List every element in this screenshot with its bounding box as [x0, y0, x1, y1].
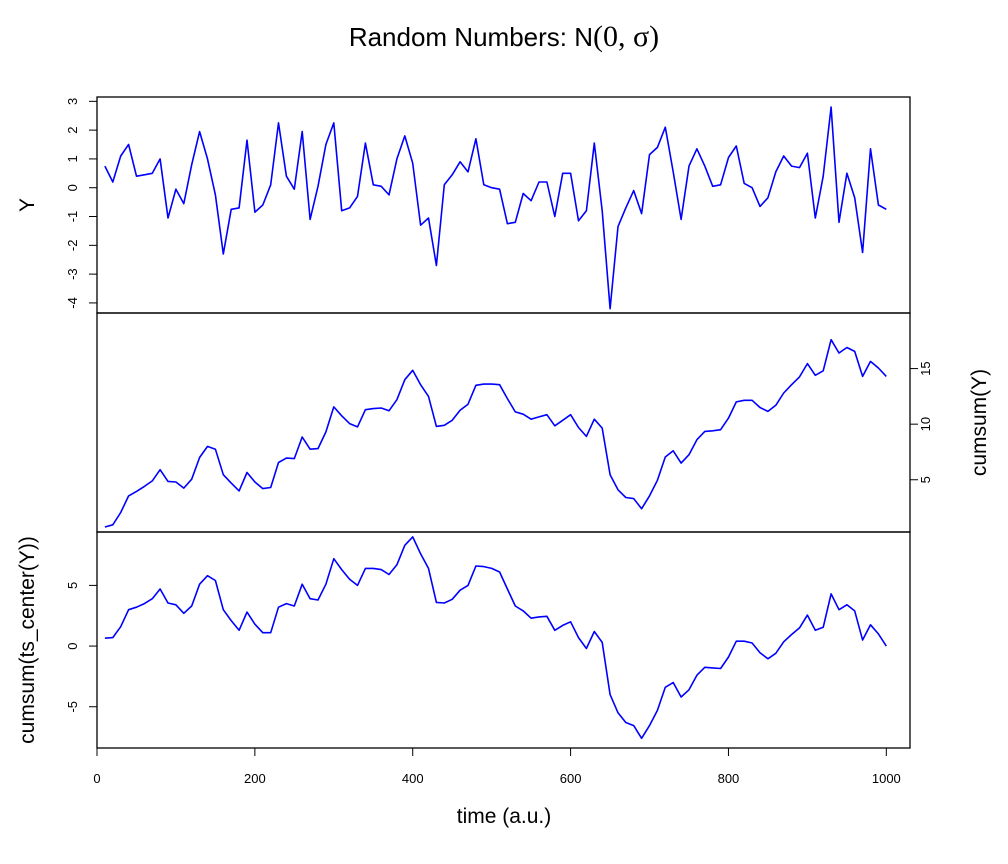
x-tick-label: 0	[93, 771, 100, 786]
y-tick-label: -2	[65, 240, 80, 252]
x-axis-label: time (a.u.)	[457, 805, 552, 828]
y-tick-label: -4	[65, 297, 80, 309]
x-tick-label: 800	[718, 771, 740, 786]
y-axis-label: cumsum(Y)	[968, 369, 991, 476]
x-tick-label: 1000	[872, 771, 901, 786]
chart-title-prefix: Random Numbers: N	[349, 22, 593, 52]
y-axis-3: -5 0 5	[65, 582, 98, 713]
chart-title: Random Numbers: N(0, σ)	[349, 20, 659, 53]
x-tick-label: 200	[244, 771, 266, 786]
x-tick-label: 400	[402, 771, 424, 786]
y-tick-label: 0	[65, 642, 80, 649]
y-tick-label: 2	[65, 127, 80, 134]
plot-panels: -4 -3 -2 -1 0 1 2 3 Y 5 10 15 cumsum(Y) -5 0 5 cumsum(ts…	[16, 96, 991, 749]
y-tick-label: 5	[918, 476, 933, 483]
y-tick-label: 15	[918, 361, 933, 375]
y-tick-label: -5	[65, 701, 80, 713]
y-axis-1: -4 -3 -2 -1 0 1 2 3	[65, 98, 98, 309]
y-axis-label: Y	[16, 198, 39, 212]
y-tick-label: 1	[65, 155, 80, 162]
series-line	[104, 106, 887, 310]
x-axis: 0 200 400 600 800 1000	[93, 747, 901, 786]
chart-title-math: (0, σ)	[593, 20, 659, 53]
panel-2: 5 10 15 cumsum(Y)	[96, 312, 991, 533]
y-tick-label: -3	[65, 268, 80, 280]
series-line	[104, 338, 887, 528]
y-axis-2: 5 10 15	[909, 361, 933, 483]
y-tick-label: 5	[65, 582, 80, 589]
y-axis-label: cumsum(ts_center(Y))	[16, 536, 39, 744]
series-line	[104, 536, 887, 740]
y-tick-label: -1	[65, 211, 80, 223]
y-tick-label: 10	[918, 417, 933, 431]
y-tick-label: 0	[65, 184, 80, 191]
x-tick-label: 600	[560, 771, 582, 786]
y-tick-label: 3	[65, 98, 80, 105]
